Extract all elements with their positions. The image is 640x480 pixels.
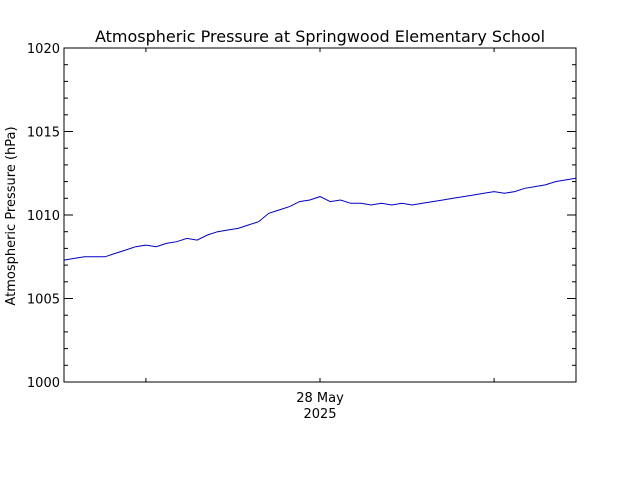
- y-tick-label: 1015: [27, 126, 60, 141]
- x-tick-label: 28 May: [296, 391, 344, 406]
- series-layer: [63, 177, 577, 261]
- y-tick-label: 1020: [27, 42, 60, 57]
- y-tick-label: 1010: [27, 209, 60, 224]
- chart-title: Atmospheric Pressure at Springwood Eleme…: [95, 27, 545, 46]
- y-axis-ticks: 1000 1005 1010 1015 1020: [27, 42, 576, 391]
- y-tick-label: 1000: [27, 376, 60, 391]
- y-axis-label: Atmospheric Pressure (hPa): [4, 126, 19, 305]
- pressure-series-line: [63, 177, 577, 261]
- x-tick-year-label: 2025: [303, 407, 336, 422]
- y-tick-label: 1005: [27, 293, 60, 308]
- plot-frame: [63, 47, 577, 383]
